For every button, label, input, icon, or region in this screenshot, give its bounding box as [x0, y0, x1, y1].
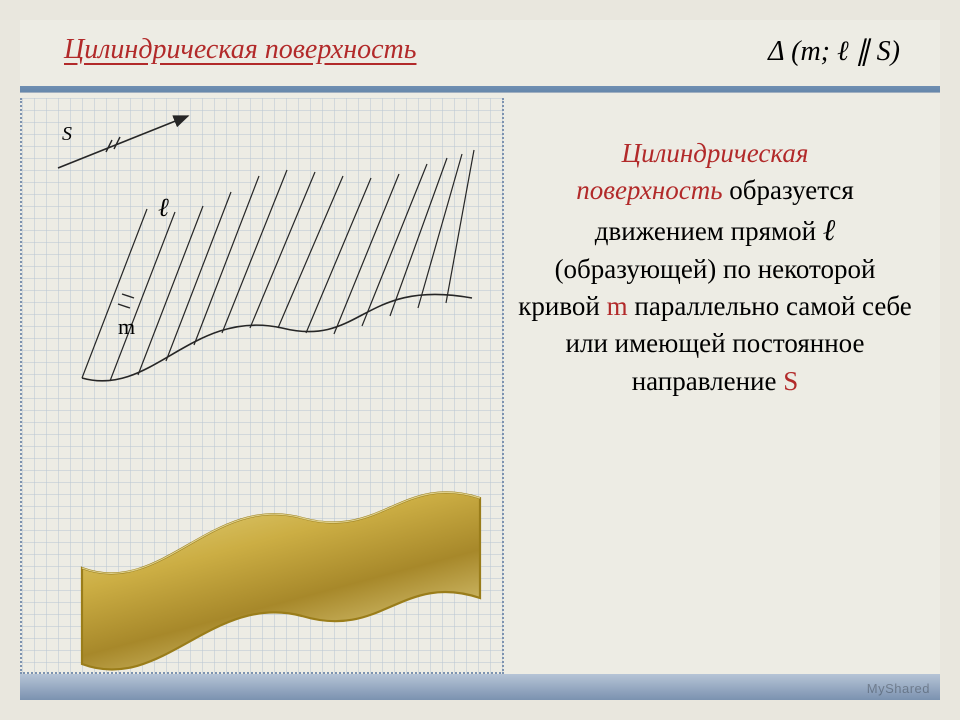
- surface-formula: Δ (m; ℓ ∥ S): [768, 34, 900, 68]
- description-panel: Цилиндрическая поверхность образуется дв…: [504, 98, 940, 674]
- slide-frame: Цилиндрическая поверхность Δ (m; ℓ ∥ S): [20, 20, 940, 700]
- header-rule: [20, 86, 940, 92]
- header: Цилиндрическая поверхность Δ (m; ℓ ∥ S): [20, 20, 940, 84]
- slide-title: Цилиндрическая поверхность: [64, 34, 416, 66]
- direction-arrow-s: S: [58, 116, 188, 168]
- description-text: Цилиндрическая поверхность образуется дв…: [514, 135, 916, 400]
- footer-bar: [20, 674, 940, 700]
- diagram-panel: S: [20, 98, 504, 674]
- cylindrical-surface-diagram: S: [22, 98, 502, 674]
- label-ell: ℓ: [158, 193, 169, 222]
- ruled-surface: ℓ m: [82, 150, 474, 381]
- label-s: S: [62, 123, 72, 145]
- watermark: MyShared: [867, 681, 930, 696]
- label-m: m: [118, 314, 135, 339]
- shaded-surface: [82, 492, 480, 669]
